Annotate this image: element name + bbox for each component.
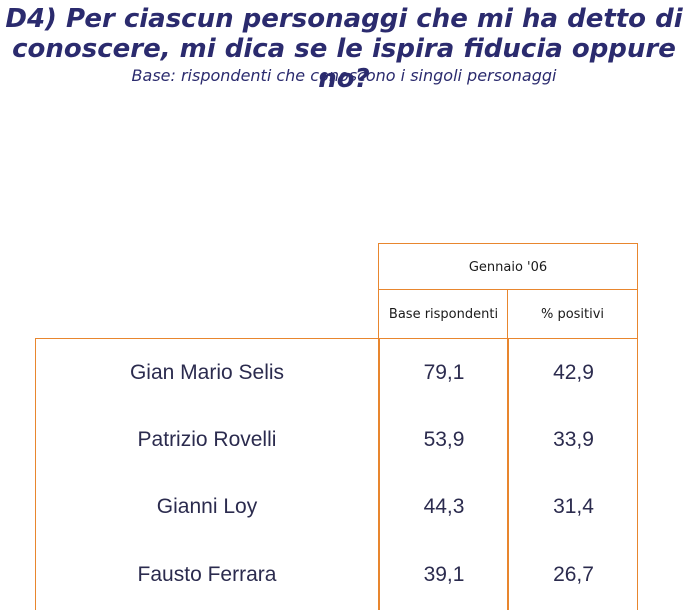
table-row: Gian Mario Selis 79,1 42,9	[35, 356, 638, 390]
positive-value: 31,4	[553, 495, 594, 518]
page-subtitle: Base: rispondenti che conoscono i singol…	[131, 66, 557, 85]
positive-value: 42,9	[553, 361, 594, 384]
title-line-1: D4) Per ciascun personaggi che mi ha det…	[5, 4, 683, 34]
person-name: Patrizio Rovelli	[137, 428, 277, 451]
table-row: Fausto Ferrara 39,1 26,7	[35, 558, 638, 592]
positive-value: 33,9	[553, 428, 594, 451]
person-name: Gian Mario Selis	[129, 361, 285, 384]
column-divider	[507, 338, 509, 610]
title-line-2: conoscere, mi dica se le ispira fiducia …	[12, 34, 676, 94]
column-divider	[378, 338, 380, 610]
positive-value: 26,7	[553, 563, 594, 586]
person-name: Gianni Loy	[156, 495, 258, 518]
page-title: D4) Per ciascun personaggi che mi ha det…	[0, 4, 688, 94]
base-value: 79,1	[423, 361, 465, 384]
column-header-positive: % positivi	[507, 289, 638, 339]
base-value: 53,9	[423, 428, 465, 451]
column-header-base: Base rispondenti	[378, 289, 509, 339]
base-value: 44,3	[423, 495, 465, 518]
base-value: 39,1	[423, 563, 465, 586]
period-header: Gennaio '06	[378, 243, 638, 291]
table-row: Gianni Loy 44,3 31,4	[35, 490, 638, 524]
person-name: Fausto Ferrara	[137, 563, 277, 586]
table-body	[35, 338, 638, 610]
table-row: Patrizio Rovelli 53,9 33,9	[35, 423, 638, 457]
